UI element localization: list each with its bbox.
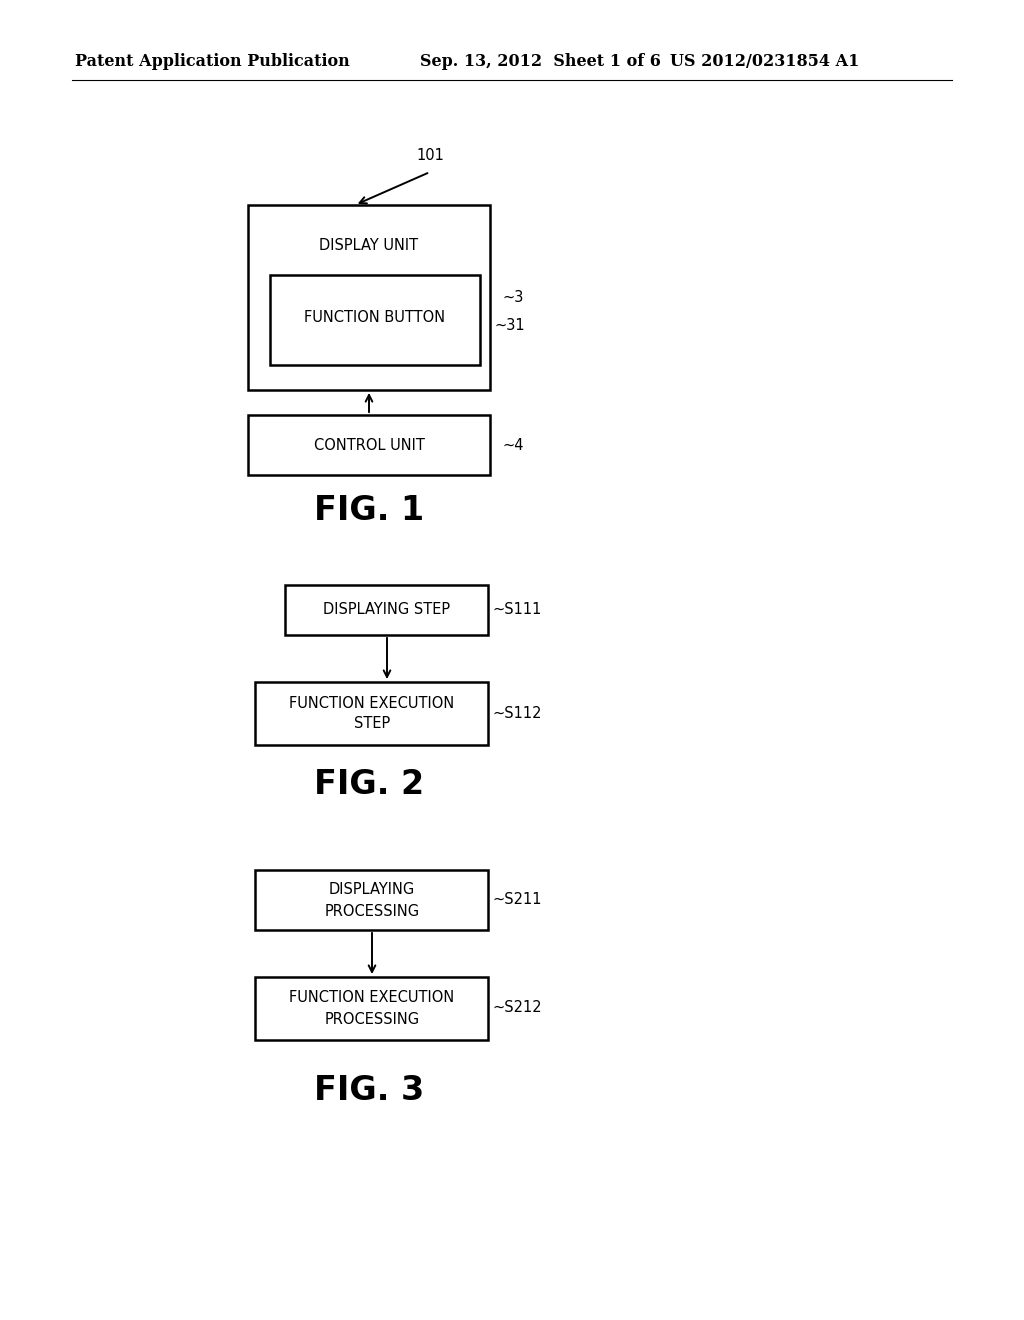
Text: ~S212: ~S212 (492, 1001, 542, 1015)
Text: DISPLAY UNIT: DISPLAY UNIT (319, 238, 419, 252)
Text: ~4: ~4 (502, 437, 523, 453)
Text: FUNCTION BUTTON: FUNCTION BUTTON (304, 310, 445, 326)
Text: ~S112: ~S112 (492, 705, 542, 721)
Text: FIG. 1: FIG. 1 (314, 494, 424, 527)
Text: CONTROL UNIT: CONTROL UNIT (313, 437, 424, 453)
Text: PROCESSING: PROCESSING (325, 1012, 420, 1027)
Bar (270, 275, 480, 366)
Bar (285, 585, 488, 635)
Text: DISPLAYING: DISPLAYING (329, 883, 415, 898)
Bar (255, 870, 488, 931)
Text: 101: 101 (416, 148, 444, 162)
Text: ~S111: ~S111 (492, 602, 542, 618)
Text: ~31: ~31 (494, 318, 524, 333)
Text: FUNCTION EXECUTION: FUNCTION EXECUTION (290, 696, 455, 710)
Text: Sep. 13, 2012  Sheet 1 of 6: Sep. 13, 2012 Sheet 1 of 6 (420, 54, 660, 70)
Text: DISPLAYING STEP: DISPLAYING STEP (324, 602, 451, 618)
Text: PROCESSING: PROCESSING (325, 904, 420, 920)
Text: ~S211: ~S211 (492, 892, 542, 908)
Text: Patent Application Publication: Patent Application Publication (75, 54, 350, 70)
Bar (255, 682, 488, 744)
Text: FIG. 2: FIG. 2 (314, 768, 424, 801)
Text: FIG. 3: FIG. 3 (314, 1073, 424, 1106)
Bar (248, 414, 490, 475)
Text: STEP: STEP (354, 717, 390, 731)
Text: ~3: ~3 (502, 290, 523, 305)
Text: US 2012/0231854 A1: US 2012/0231854 A1 (670, 54, 859, 70)
Text: FUNCTION EXECUTION: FUNCTION EXECUTION (290, 990, 455, 1006)
Bar (248, 205, 490, 389)
Bar (255, 977, 488, 1040)
